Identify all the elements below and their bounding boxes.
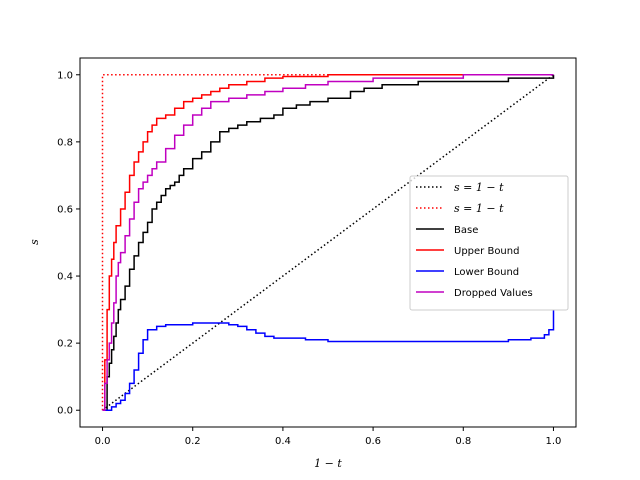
- series-layer: [101, 74, 555, 411]
- legend-box: [409, 175, 569, 311]
- legend-label-2: Base: [454, 225, 478, 236]
- y-tick-label: 0.6: [57, 204, 73, 215]
- x-tick-label: 0.2: [185, 436, 201, 447]
- x-tick-label: 1.0: [546, 436, 562, 447]
- legend-label-3: Upper Bound: [454, 246, 519, 257]
- series-line-5: [102, 74, 554, 411]
- y-tick-label: 0.4: [57, 272, 73, 283]
- legend: s = 1 − t s = 1 − t Base Upper Bound Lower B…: [409, 175, 569, 311]
- x-axis-label: 1 − t: [314, 457, 342, 470]
- series-line-0: [102, 74, 554, 411]
- x-tick-label: 0.8: [455, 436, 471, 447]
- legend-label-0: s = 1 − t: [454, 181, 504, 194]
- series-line-4: [102, 309, 555, 411]
- y-tick-label: 0.8: [57, 137, 73, 148]
- series-line-3: [102, 74, 554, 411]
- legend-label-5: Dropped Values: [454, 288, 533, 299]
- y-tick-label: 0.2: [57, 339, 73, 350]
- x-tick-label: 0.6: [365, 436, 381, 447]
- legend-label-4: Lower Bound: [454, 267, 519, 278]
- x-tick-label: 0.0: [95, 436, 111, 447]
- x-tick-label: 0.4: [275, 436, 291, 447]
- plot-area-frame: [79, 57, 577, 428]
- y-tick-label: 1.0: [57, 70, 73, 81]
- ticks-layer: 0.0 0.2 0.4 0.6 0.8 1.0 0.0 0.2 0.4 0.6 0.8 1.0: [57, 70, 561, 447]
- y-axis-label: s: [28, 239, 41, 245]
- legend-label-1: s = 1 − t: [454, 202, 504, 215]
- series-line-2: [102, 74, 555, 411]
- y-tick-label: 0.0: [57, 406, 73, 417]
